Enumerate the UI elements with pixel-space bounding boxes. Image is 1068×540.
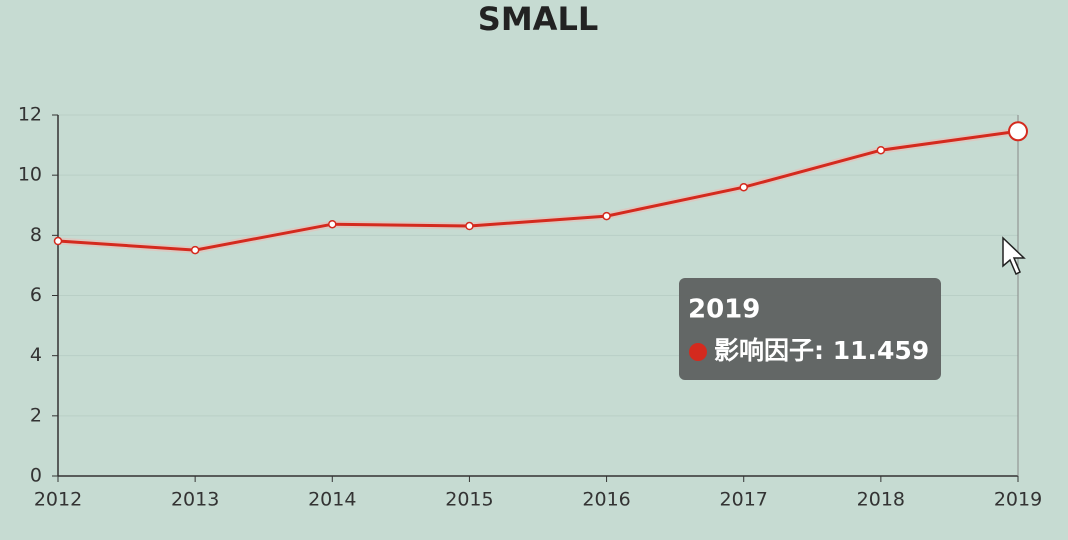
data-point: [1008, 121, 1028, 142]
tooltip-value: 11.459: [833, 336, 929, 365]
series-line: [57, 129, 1019, 252]
tooltip-title: 2019: [688, 295, 760, 325]
x-tick-label: 2012: [34, 489, 82, 511]
x-tick-label: 2019: [994, 489, 1042, 511]
tooltip-label: 影响因子: 11.459: [714, 336, 929, 365]
x-tick-label: 2018: [857, 489, 905, 511]
y-tick-label: 2: [30, 404, 42, 426]
y-tick-label: 4: [30, 344, 42, 366]
chart-title: SMALL: [478, 0, 598, 38]
tooltip-series: 影响因子: [714, 336, 814, 365]
data-point: [465, 221, 474, 231]
data-point: [190, 245, 200, 255]
cursor: [1002, 236, 1026, 276]
tooltip-separator: :: [814, 336, 824, 365]
y-tick-label: 12: [18, 104, 42, 126]
x-tick-label: 2017: [720, 489, 768, 511]
plot-area: 0 2 4 6 8 10 12 2012 2013 2014 2015 2016 2017 2018 201…: [18, 104, 1042, 511]
data-point: [739, 182, 748, 192]
data-point: [53, 236, 63, 246]
x-tick-label: 2016: [582, 489, 630, 511]
y-tick-label: 8: [30, 224, 42, 246]
data-point: [602, 211, 611, 221]
y-tick-label: 6: [30, 284, 42, 306]
tooltip: 2019 影响因子: 11.459: [679, 278, 941, 380]
y-tick-label: 0: [30, 465, 42, 487]
x-tick-label: 2014: [308, 489, 356, 511]
data-point: [876, 145, 886, 155]
data-point: [328, 219, 337, 229]
x-tick-label: 2013: [171, 489, 219, 511]
y-tick-label: 10: [18, 164, 42, 186]
tooltip-marker: [689, 343, 707, 361]
tooltip-box: [679, 278, 941, 380]
x-tick-label: 2015: [445, 489, 493, 511]
